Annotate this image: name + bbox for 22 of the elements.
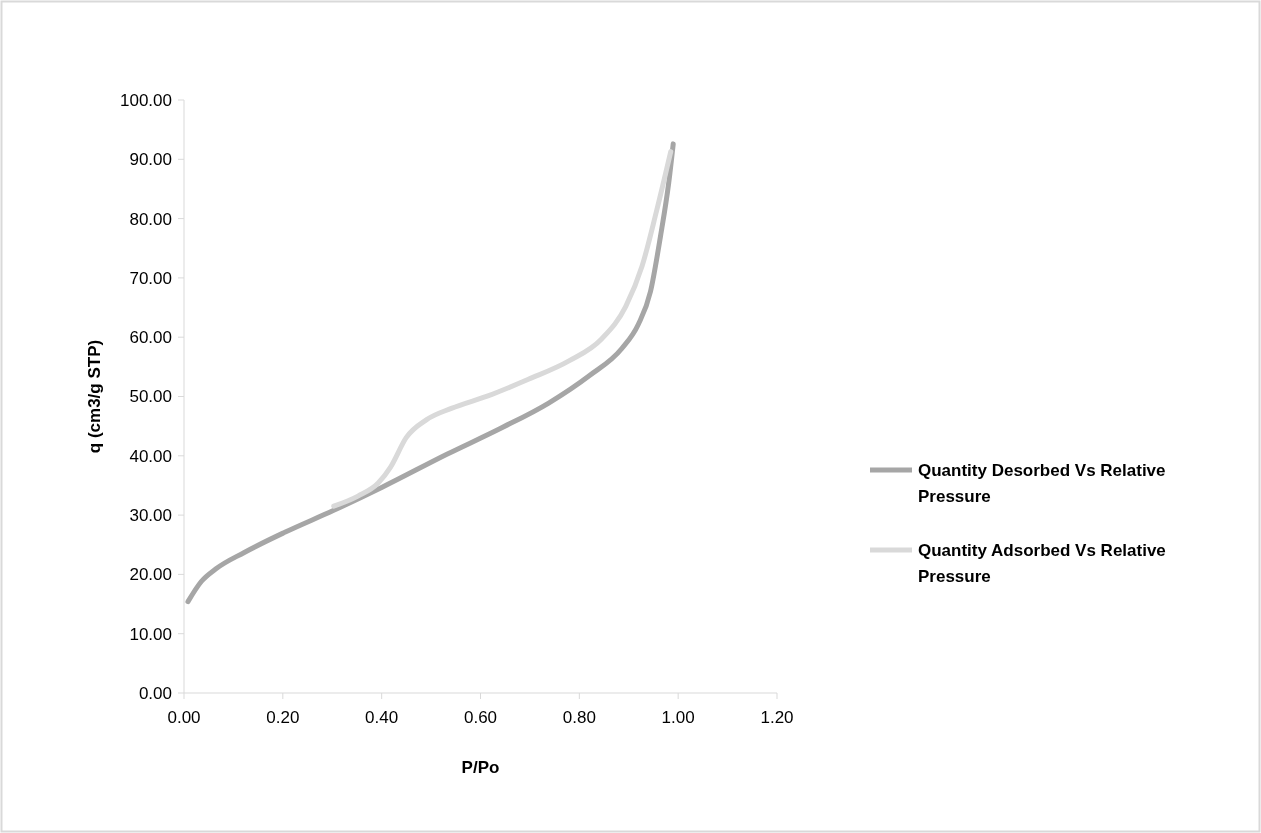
y-tick-label: 100.00 — [120, 90, 172, 110]
y-tick-label: 10.00 — [129, 624, 172, 644]
x-tick-label: 0.00 — [167, 708, 201, 727]
x-tick-label: 1.00 — [661, 708, 695, 727]
y-tick-label: 40.00 — [129, 446, 172, 466]
legend-label: Quantity Desorbed Vs Relative Pressure — [918, 460, 1166, 506]
y-tick-label: 90.00 — [129, 150, 172, 170]
x-tick-label: 0.60 — [463, 708, 498, 727]
y-tick-label: 70.00 — [129, 268, 172, 288]
y-tick-label: 50.00 — [129, 387, 172, 407]
x-tick-label: 0.20 — [266, 708, 300, 727]
y-axis-title: q (cm3/g STP) — [85, 339, 104, 454]
y-tick-label: 0.00 — [138, 683, 172, 703]
y-tick-label: 80.00 — [129, 209, 172, 229]
x-axis-title: P/Po — [461, 758, 500, 777]
y-tick-label: 30.00 — [129, 506, 172, 526]
legend-label: Quantity Adsorbed Vs Relative Pressure — [918, 540, 1166, 586]
y-tick-label: 60.00 — [129, 328, 172, 348]
x-tick-label: 0.80 — [562, 708, 596, 727]
x-tick-label: 1.20 — [760, 708, 794, 727]
x-tick-label: 0.40 — [365, 708, 399, 727]
y-tick-label: 20.00 — [129, 565, 172, 585]
